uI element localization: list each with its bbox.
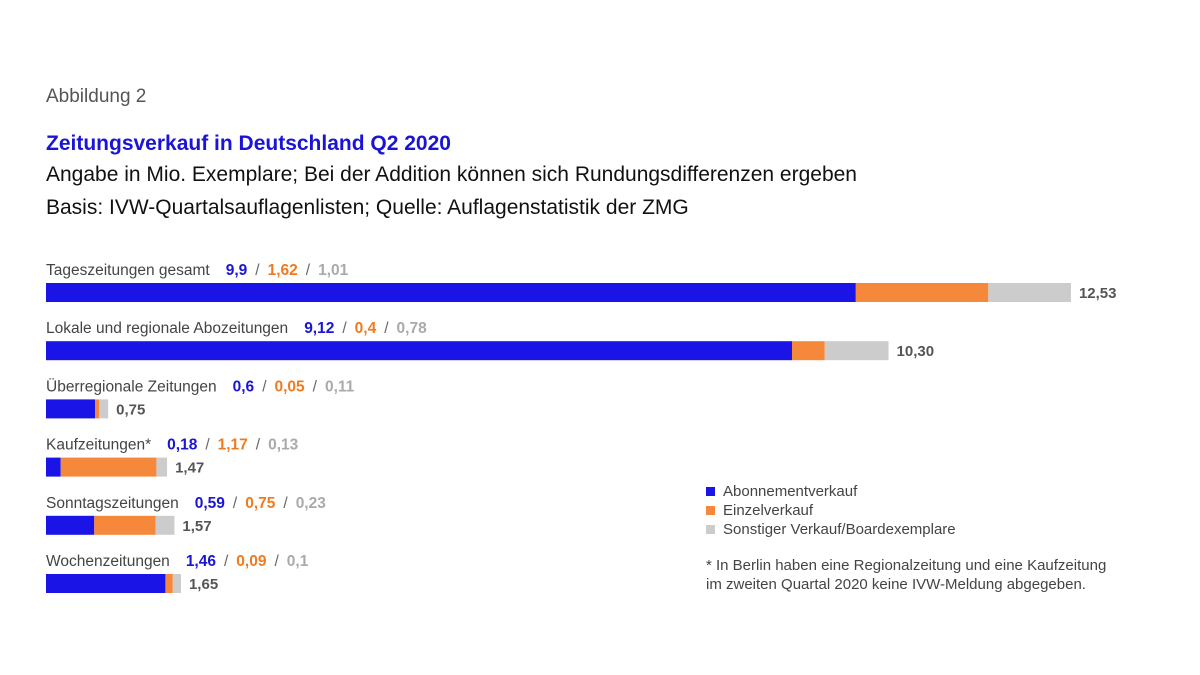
value-label-1: 0,75 — [245, 495, 276, 512]
legend-label-einzelverkauf: Einzelverkauf — [723, 501, 814, 519]
bar-segment-row-5-series-1 — [165, 574, 173, 593]
value-label-1: 0,4 — [355, 320, 377, 337]
bar-segment-row-3-series-1 — [60, 457, 157, 477]
bar-segment-row-4-series-2 — [155, 515, 175, 535]
bar-segment-row-0-series-0 — [46, 283, 856, 302]
value-separator: / — [256, 437, 261, 454]
category-label: Sonntagszeitungen — [46, 495, 179, 512]
footnote: * In Berlin haben eine Regionalzeitung u… — [706, 556, 1176, 594]
total-label-row-2: 0,75 — [116, 401, 145, 418]
total-label-row-5: 1,65 — [189, 576, 218, 593]
bar-segment-row-5-series-2 — [172, 574, 181, 593]
legend-item-einzelverkauf: Einzelverkauf — [706, 501, 956, 519]
value-label-2: 0,78 — [397, 320, 428, 337]
bar-segment-row-1-series-2 — [824, 341, 889, 361]
value-label-1: 0,09 — [236, 553, 267, 570]
value-label-1: 1,17 — [218, 437, 248, 454]
total-label-row-4: 1,57 — [182, 518, 211, 535]
value-label-2: 0,13 — [268, 437, 299, 454]
bar-segment-row-2-series-2 — [99, 399, 109, 419]
value-label-0: 9,12 — [304, 320, 334, 337]
category-label-row-1: Lokale und regionale Abozeitungen 9,12 / 0,… — [46, 320, 427, 337]
legend-item-sonstiger: Sonstiger Verkauf/Boardexemplare — [706, 520, 956, 538]
bar-segment-row-2-series-0 — [46, 399, 96, 419]
legend-swatch-einzelverkauf — [706, 505, 715, 515]
legend-swatch-sonstiger — [706, 524, 715, 534]
legend-label-abonnement: Abonnementverkauf — [723, 482, 858, 500]
total-label-row-1: 10,30 — [897, 343, 935, 360]
category-label-row-2: Überregionale Zeitungen 0,6 / 0,05 / 0,11 — [46, 377, 355, 395]
total-label-row-3: 1,47 — [175, 460, 204, 477]
legend-swatch-abonnement — [706, 486, 715, 496]
value-label-2: 0,1 — [287, 553, 309, 570]
legend-label-sonstiger: Sonstiger Verkauf/Boardexemplare — [723, 520, 956, 538]
category-label-row-0: Tageszeitungen gesamt 9,9 / 1,62 / 1,01 — [46, 262, 349, 279]
value-separator: / — [342, 320, 347, 337]
value-separator: / — [283, 495, 288, 512]
value-separator: / — [233, 495, 238, 512]
legend-item-abonnement: Abonnementverkauf — [706, 482, 956, 500]
total-label-row-0: 12,53 — [1079, 285, 1117, 302]
bar-segment-row-3-series-0 — [46, 457, 61, 477]
category-label: Lokale und regionale Abozeitungen — [46, 320, 288, 337]
value-label-0: 1,46 — [186, 553, 217, 570]
footnote-line-2: im zweiten Quartal 2020 keine IVW-Meldun… — [706, 576, 1086, 593]
value-separator: / — [205, 437, 210, 454]
bar-segment-row-0-series-2 — [988, 283, 1071, 302]
category-label: Überregionale Zeitungen — [46, 377, 217, 395]
category-label-row-5: Wochenzeitungen 1,46 / 0,09 / 0,1 — [46, 553, 309, 570]
figure-label: Abbildung 2 — [46, 86, 147, 107]
value-label-2: 1,01 — [318, 262, 349, 279]
value-separator: / — [224, 553, 229, 570]
value-label-0: 9,9 — [226, 262, 248, 279]
value-separator: / — [384, 320, 389, 337]
category-label-row-3: Kaufzeitungen* 0,18 / 1,17 / 0,13 — [46, 437, 299, 454]
chart-title: Zeitungsverkauf in Deutschland Q2 2020 — [46, 132, 451, 155]
chart-subtitle-line-2: Basis: IVW-Quartalsauflagenlisten; Quell… — [46, 196, 689, 219]
bar-segment-row-4-series-1 — [94, 515, 156, 535]
category-label: Wochenzeitungen — [46, 553, 170, 570]
category-label: Tageszeitungen gesamt — [46, 262, 210, 279]
value-label-2: 0,23 — [296, 495, 327, 512]
value-label-1: 1,62 — [268, 262, 298, 279]
value-label-1: 0,05 — [275, 378, 306, 395]
value-label-2: 0,11 — [325, 378, 355, 395]
chart-legend: Abonnementverkauf Einzelverkauf Sonstige… — [706, 482, 956, 539]
bar-segment-row-4-series-0 — [46, 515, 95, 535]
value-separator: / — [313, 378, 318, 395]
bar-segment-row-2-series-1 — [95, 399, 100, 419]
bar-segment-row-1-series-1 — [792, 341, 825, 361]
category-label: Kaufzeitungen* — [46, 437, 151, 454]
category-label-row-4: Sonntagszeitungen 0,59 / 0,75 / 0,23 — [46, 495, 326, 512]
value-label-0: 0,18 — [167, 437, 198, 454]
value-separator: / — [255, 262, 260, 279]
bar-segment-row-0-series-1 — [855, 283, 989, 302]
value-label-0: 0,59 — [195, 495, 226, 512]
value-separator: / — [306, 262, 311, 279]
value-separator: / — [262, 378, 267, 395]
value-separator: / — [274, 553, 279, 570]
bar-segment-row-1-series-0 — [46, 341, 793, 361]
bar-segment-row-3-series-2 — [156, 457, 168, 477]
footnote-line-1: * In Berlin haben eine Regionalzeitung u… — [706, 557, 1107, 574]
bar-segment-row-5-series-0 — [46, 574, 166, 593]
value-label-0: 0,6 — [233, 378, 255, 395]
chart-subtitle-line-1: Angabe in Mio. Exemplare; Bei der Additi… — [46, 163, 857, 186]
